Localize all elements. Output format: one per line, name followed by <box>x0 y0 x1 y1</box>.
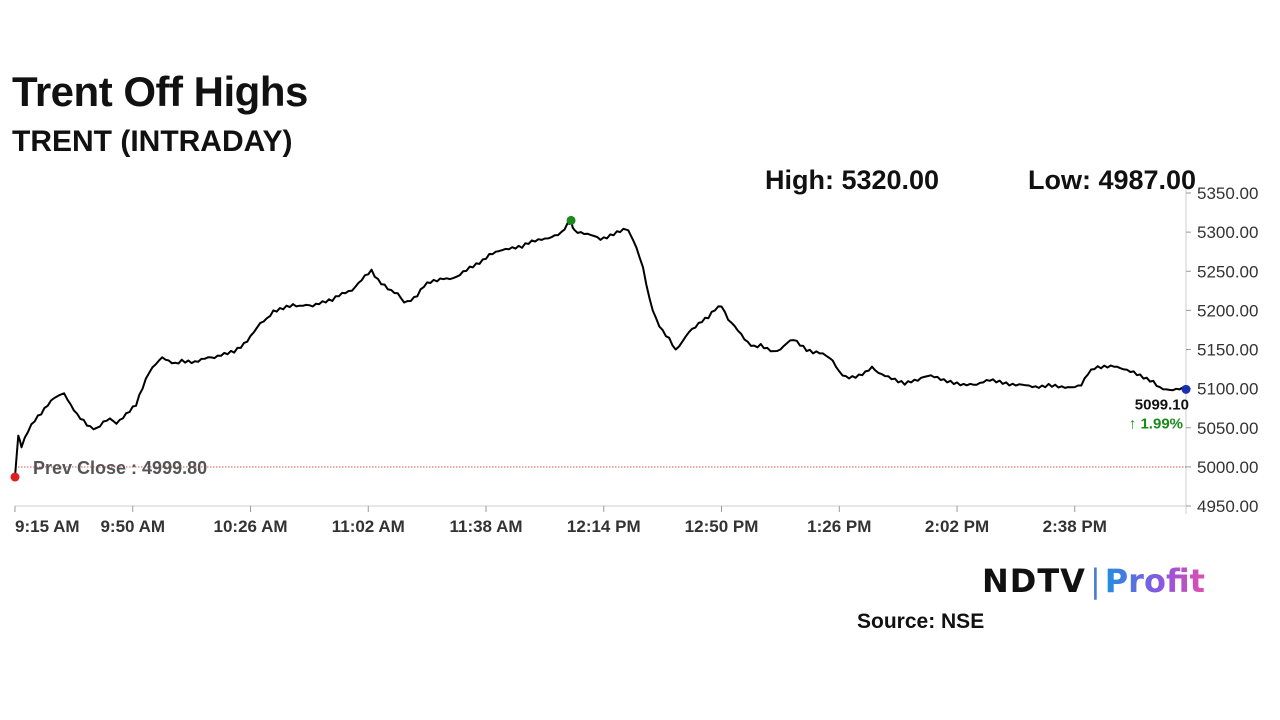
x-tick-label: 11:02 AM <box>332 517 405 536</box>
source-note: Source: NSE <box>857 610 985 633</box>
y-tick-label: 5050.00 <box>1197 419 1258 438</box>
y-tick-label: 5350.00 <box>1197 184 1258 203</box>
change-percent-label: ↑ 1.99% <box>1129 415 1183 432</box>
chart-axes: 9:15 AM 9:50 AM 10:26 AM 11:02 AM 11:38 AM 12… <box>14 184 1258 536</box>
last-price-marker <box>1181 384 1191 394</box>
prev-close-label: Prev Close : 4999.80 <box>33 458 207 478</box>
day-high-marker <box>566 215 576 225</box>
x-tick-label: 1:26 PM <box>807 517 871 536</box>
y-tick-label: 5200.00 <box>1197 301 1258 320</box>
y-tick-label: 5300.00 <box>1197 223 1258 242</box>
x-tick-label: 9:50 AM <box>100 517 165 536</box>
y-tick-label: 5100.00 <box>1197 380 1258 399</box>
x-tick-label: 2:38 PM <box>1043 517 1107 536</box>
chart-title: Trent Off Highs <box>12 68 308 115</box>
day-low-label: Low: 4987.00 <box>1028 165 1197 195</box>
logo-profit-text: Profit <box>1104 562 1205 600</box>
plot-area <box>14 219 1187 478</box>
ndtv-profit-logo: NDTV | Profit <box>982 562 1205 600</box>
x-tick-label: 9:15 AM <box>15 517 80 536</box>
last-price-label: 5099.10 <box>1135 396 1189 413</box>
chart-markers: 5099.10 ↑ 1.99% <box>10 215 1191 482</box>
y-tick-label: 5150.00 <box>1197 341 1258 360</box>
x-tick-label: 11:38 AM <box>449 517 522 536</box>
y-tick-label: 5000.00 <box>1197 458 1258 477</box>
logo-ndtv-text: NDTV <box>982 562 1086 600</box>
chart-subtitle: TRENT (INTRADAY) <box>12 125 293 158</box>
x-tick-label: 2:02 PM <box>925 517 989 536</box>
logo-separator: | <box>1089 562 1101 600</box>
price-line <box>14 219 1187 478</box>
x-tick-label: 10:26 AM <box>214 517 288 536</box>
prev-close-group: Prev Close : 4999.80 <box>15 458 1186 478</box>
y-tick-label: 4950.00 <box>1197 497 1258 516</box>
x-tick-label: 12:50 PM <box>685 517 759 536</box>
day-high-label: High: 5320.00 <box>765 165 940 195</box>
x-tick-label: 12:14 PM <box>567 517 641 536</box>
y-tick-label: 5250.00 <box>1197 262 1258 281</box>
day-low-marker <box>10 472 20 482</box>
